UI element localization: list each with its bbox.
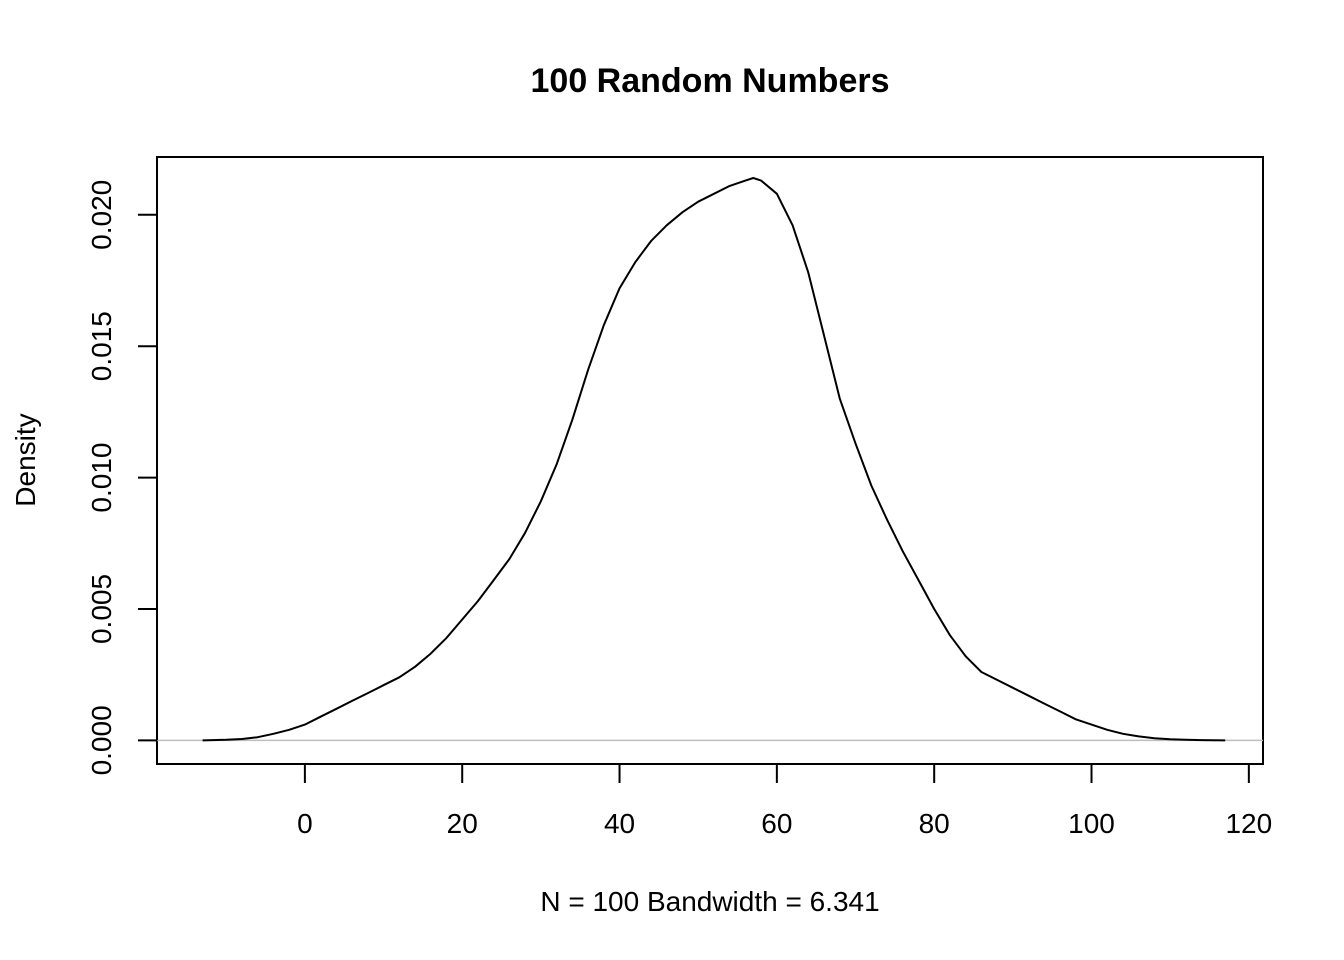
y-tick-label: 0.005: [86, 574, 117, 644]
y-tick-label: 0.000: [86, 705, 117, 775]
density-curve: [202, 177, 1226, 742]
x-tick-label: 60: [761, 808, 792, 839]
y-axis-label: Density: [10, 413, 41, 506]
x-tick-label: 20: [447, 808, 478, 839]
x-tick-label: 100: [1068, 808, 1115, 839]
x-tick-label: 120: [1225, 808, 1272, 839]
x-tick-label: 0: [297, 808, 313, 839]
chart-title: 100 Random Numbers: [531, 62, 890, 100]
x-axis: 0 20 40 60 80 100 120: [297, 763, 1272, 839]
y-tick-label: 0.015: [86, 311, 117, 381]
plot-frame: [156, 156, 1264, 765]
x-axis-label: N = 100 Bandwidth = 6.341: [540, 886, 879, 917]
y-tick-label: 0.010: [86, 443, 117, 513]
y-tick-label: 0.020: [86, 180, 117, 250]
series-layer: [202, 177, 1226, 742]
x-tick-label: 40: [604, 808, 635, 839]
x-tick-label: 80: [919, 808, 950, 839]
y-axis: 0.000 0.005 0.010 0.015 0.020: [86, 180, 158, 775]
